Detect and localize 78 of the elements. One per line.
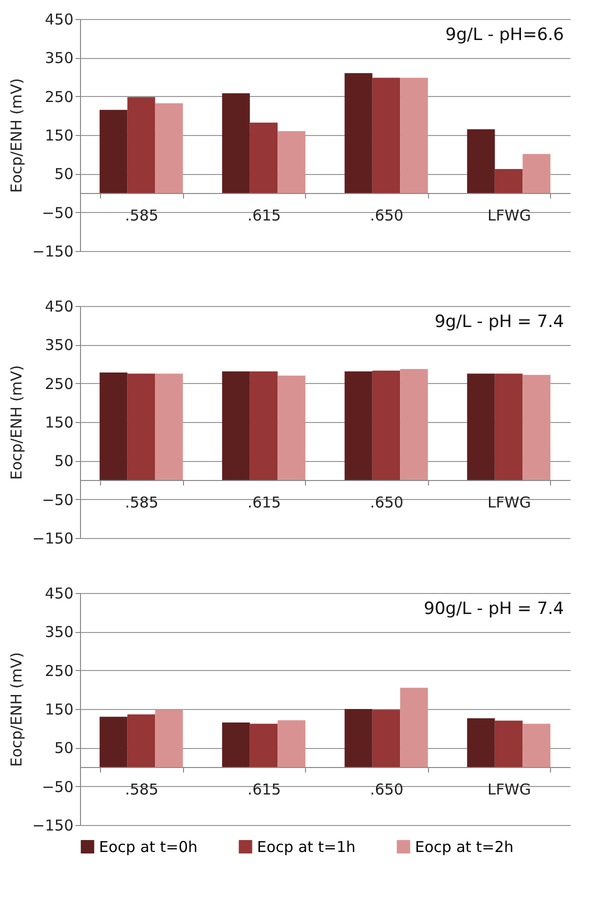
bar [494,720,523,767]
y-tick-label: 250 [44,662,74,680]
x-tick-label: .650 [370,206,404,224]
bar [250,724,278,767]
x-tick-label: .585 [125,780,158,798]
y-tick-label: 50 [54,452,74,470]
y-tick-label: 150 [44,700,74,718]
bar [522,374,550,480]
bar [494,374,523,480]
bar [400,369,428,480]
bar [522,154,550,193]
bar [278,131,306,193]
x-tick-label: LFWG [488,780,531,798]
bar [344,371,372,480]
bar [100,110,128,193]
bar [127,714,156,767]
chart-title: 9g/L - pH = 7.4 [434,312,564,332]
bar [250,122,278,193]
bar [278,376,306,480]
bar [250,371,278,480]
bar [222,371,250,480]
y-tick-label: 350 [44,623,74,642]
legend-label: Eocp at t=0h [99,838,198,856]
y-tick-label: −150 [32,816,74,834]
bar [467,129,495,193]
bar [344,73,372,193]
y-axis-title: Eocp/ENH (mV) [7,78,26,193]
y-tick-label: 250 [44,374,74,393]
bar [127,97,156,193]
y-tick-label: −50 [42,778,74,796]
bar [155,374,183,480]
y-tick-label: −150 [32,242,74,260]
bar [400,78,428,193]
chart-title: 9g/L - pH=6.6 [445,25,564,45]
bar [467,718,495,767]
bar [155,103,183,193]
y-tick-label: 250 [44,88,74,106]
y-tick-label: −150 [32,530,74,548]
y-tick-label: 450 [44,298,74,316]
x-tick-label: LFWG [488,494,531,512]
y-tick-label: 450 [44,10,74,28]
legend-label: Eocp at t=2h [415,838,514,856]
legend-label: Eocp at t=1h [257,838,356,856]
bar [372,710,400,767]
bar [100,716,128,767]
y-tick-label: 350 [44,336,74,354]
x-tick-label: .615 [248,206,281,224]
x-tick-label: LFWG [488,206,531,224]
bar [372,370,400,480]
y-tick-label: 350 [44,49,74,68]
bar [372,78,400,193]
y-axis-title: Eocp/ENH (mV) [7,365,26,480]
chart-title: 90g/L - pH = 7.4 [424,599,564,619]
y-axis-title: Eocp/ENH (mV) [7,652,26,767]
bar [344,709,372,767]
bar [222,722,250,767]
x-tick-label: .650 [370,780,404,798]
bar [494,169,523,193]
bar [222,93,250,193]
bar [400,688,428,767]
bar [100,372,128,480]
y-tick-label: 450 [44,584,74,602]
x-tick-label: .585 [125,206,158,224]
x-tick-label: .615 [248,780,281,798]
bar [467,374,495,480]
x-tick-label: .650 [370,494,404,512]
x-tick-label: .585 [125,494,158,512]
y-tick-label: −50 [42,204,74,222]
x-tick-label: .615 [248,494,281,512]
bar [155,710,183,767]
y-tick-label: −50 [42,490,74,509]
bar [278,720,306,767]
y-tick-label: 150 [44,414,74,432]
bar [522,724,550,767]
y-tick-label: 50 [54,739,74,758]
bar [127,374,156,480]
y-tick-label: 50 [54,165,74,184]
y-tick-label: 150 [44,126,74,144]
